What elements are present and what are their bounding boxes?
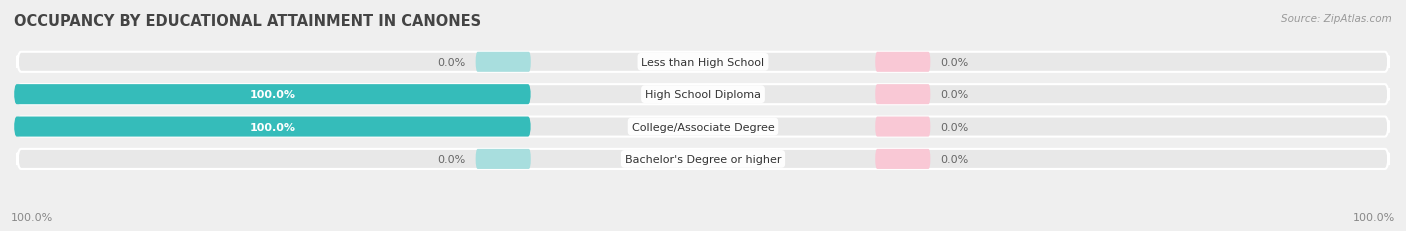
FancyBboxPatch shape xyxy=(14,85,531,105)
FancyBboxPatch shape xyxy=(475,52,531,73)
Text: 0.0%: 0.0% xyxy=(437,154,465,164)
Text: 100.0%: 100.0% xyxy=(11,212,53,222)
Text: 0.0%: 0.0% xyxy=(941,90,969,100)
FancyBboxPatch shape xyxy=(875,149,931,169)
FancyBboxPatch shape xyxy=(875,85,931,105)
Text: 0.0%: 0.0% xyxy=(941,58,969,67)
Text: 0.0%: 0.0% xyxy=(941,154,969,164)
FancyBboxPatch shape xyxy=(475,149,531,169)
FancyBboxPatch shape xyxy=(875,52,931,73)
Text: 100.0%: 100.0% xyxy=(249,122,295,132)
FancyBboxPatch shape xyxy=(17,149,1389,169)
FancyBboxPatch shape xyxy=(875,117,931,137)
Text: 100.0%: 100.0% xyxy=(1353,212,1395,222)
Text: Source: ZipAtlas.com: Source: ZipAtlas.com xyxy=(1281,14,1392,24)
Text: 0.0%: 0.0% xyxy=(437,58,465,67)
FancyBboxPatch shape xyxy=(17,117,1389,137)
Text: 0.0%: 0.0% xyxy=(941,122,969,132)
Text: Bachelor's Degree or higher: Bachelor's Degree or higher xyxy=(624,154,782,164)
Text: Less than High School: Less than High School xyxy=(641,58,765,67)
Text: 100.0%: 100.0% xyxy=(249,90,295,100)
FancyBboxPatch shape xyxy=(17,52,1389,73)
FancyBboxPatch shape xyxy=(14,117,531,137)
Text: OCCUPANCY BY EDUCATIONAL ATTAINMENT IN CANONES: OCCUPANCY BY EDUCATIONAL ATTAINMENT IN C… xyxy=(14,14,481,29)
FancyBboxPatch shape xyxy=(17,85,1389,105)
Text: High School Diploma: High School Diploma xyxy=(645,90,761,100)
Text: College/Associate Degree: College/Associate Degree xyxy=(631,122,775,132)
